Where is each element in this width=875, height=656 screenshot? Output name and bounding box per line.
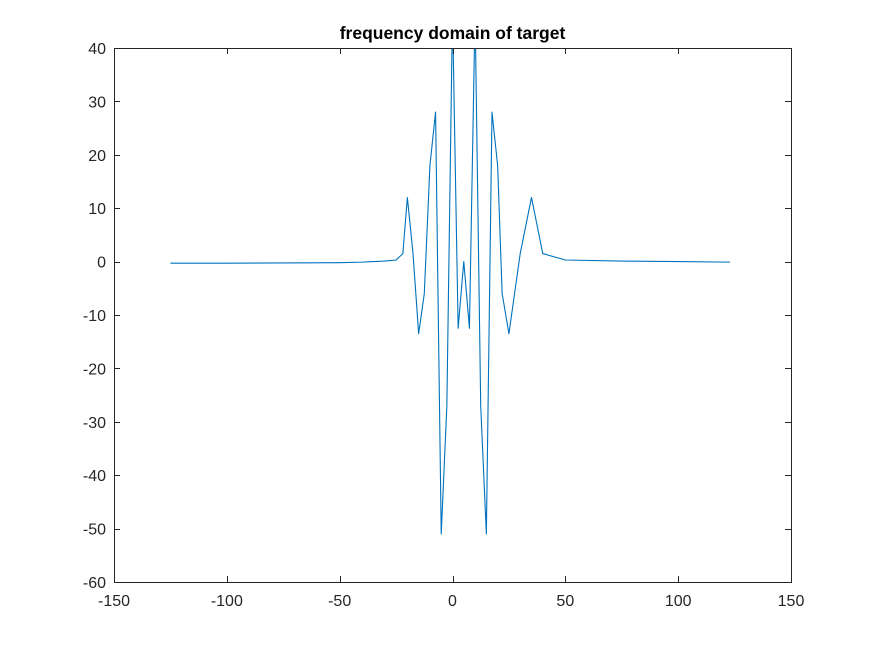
x-tick-label: 50 (556, 593, 574, 610)
x-tick-label: -150 (98, 593, 130, 610)
y-tick-label: 40 (88, 41, 106, 58)
chart-title: frequency domain of target (340, 23, 566, 43)
y-tick-label: -20 (83, 361, 106, 378)
y-tick-label: 30 (88, 94, 106, 111)
series-layer (170, 48, 731, 535)
y-tick-label: -60 (83, 575, 106, 592)
y-tick-label: -10 (83, 308, 106, 325)
y-axis: -60 -50 -40 -30 -20 -10 0 10 20 30 40 (83, 41, 791, 592)
y-tick-label: -50 (83, 522, 106, 539)
plot-area-background (114, 48, 791, 582)
y-tick-label: 0 (97, 255, 106, 272)
x-tick-label: -100 (211, 593, 243, 610)
x-tick-label: -50 (328, 593, 351, 610)
series-line-1 (170, 48, 731, 535)
x-tick-label: 0 (448, 593, 457, 610)
y-tick-label: 20 (88, 148, 106, 165)
x-tick-label: 100 (665, 593, 692, 610)
x-tick-label: 150 (778, 593, 805, 610)
x-axis: -150 -100 -50 0 50 100 150 (98, 48, 804, 610)
y-tick-label: -30 (83, 415, 106, 432)
y-tick-label: 10 (88, 201, 106, 218)
y-tick-label: -40 (83, 468, 106, 485)
